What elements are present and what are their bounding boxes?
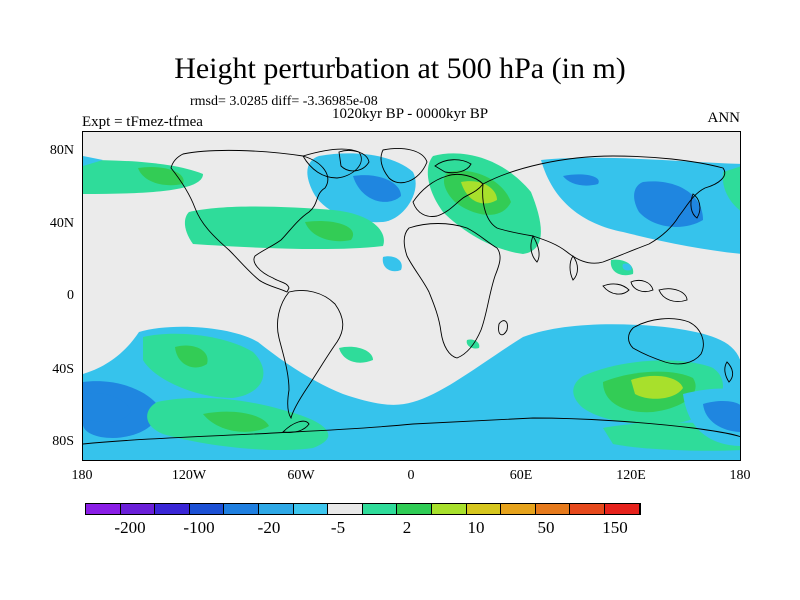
colorbar-label: 10: [467, 518, 485, 537]
stats-label: rmsd= 3.0285 diff= -3.36985e-08: [190, 94, 378, 109]
colorbar-swatch: [189, 504, 225, 514]
coastlines: [83, 148, 740, 445]
colorbar-swatch: [86, 504, 121, 514]
colorbar-swatch: [258, 504, 294, 514]
colorbar-swatch: [224, 504, 259, 514]
experiment-label: Expt = tFmez-tfmea: [82, 114, 203, 130]
map-panel: [82, 131, 741, 461]
lon-tick-0: 0: [407, 468, 415, 483]
lon-tick-120w: 120W: [171, 468, 207, 483]
lat-tick-80s: 80S: [52, 434, 74, 449]
lon-tick-180e: 180: [729, 468, 751, 483]
colorbar: [85, 503, 641, 515]
colorbar-label: -5: [330, 518, 346, 537]
colorbar-swatch: [120, 504, 156, 514]
colorbar-swatch: [535, 504, 571, 514]
colorbar-swatch: [362, 504, 398, 514]
colorbar-swatch: [466, 504, 502, 514]
lon-tick-180w: 180: [71, 468, 93, 483]
map-field: [83, 148, 740, 460]
colorbar-label: -100: [183, 518, 215, 537]
lat-tick-0: 0: [67, 288, 74, 303]
season-label: ANN: [707, 110, 741, 126]
colorbar-swatch: [397, 504, 432, 514]
colorbar-label: -20: [257, 518, 281, 537]
lon-tick-120e: 120E: [616, 468, 646, 483]
colorbar-label: -200: [114, 518, 146, 537]
anomaly-regions: [83, 153, 740, 460]
colorbar-swatch: [293, 504, 329, 514]
colorbar-label: 2: [402, 518, 412, 537]
lat-tick-80n: 80N: [49, 143, 74, 158]
colorbar-label: 150: [602, 518, 628, 537]
lon-tick-60w: 60W: [287, 468, 315, 483]
period-label: 1020kyr BP - 0000kyr BP: [331, 106, 489, 122]
colorbar-swatch: [604, 504, 640, 514]
colorbar-swatch: [328, 504, 363, 514]
colorbar-swatch: [501, 504, 536, 514]
colorbar-label: 50: [537, 518, 555, 537]
colorbar-swatch: [431, 504, 467, 514]
lat-tick-40s: 40S: [52, 362, 74, 377]
colorbar-swatch: [155, 504, 190, 514]
chart-title: Height perturbation at 500 hPa (in m): [174, 52, 626, 85]
colorbar-swatch: [570, 504, 605, 514]
lon-tick-60e: 60E: [509, 468, 533, 483]
lat-tick-40n: 40N: [49, 216, 74, 231]
